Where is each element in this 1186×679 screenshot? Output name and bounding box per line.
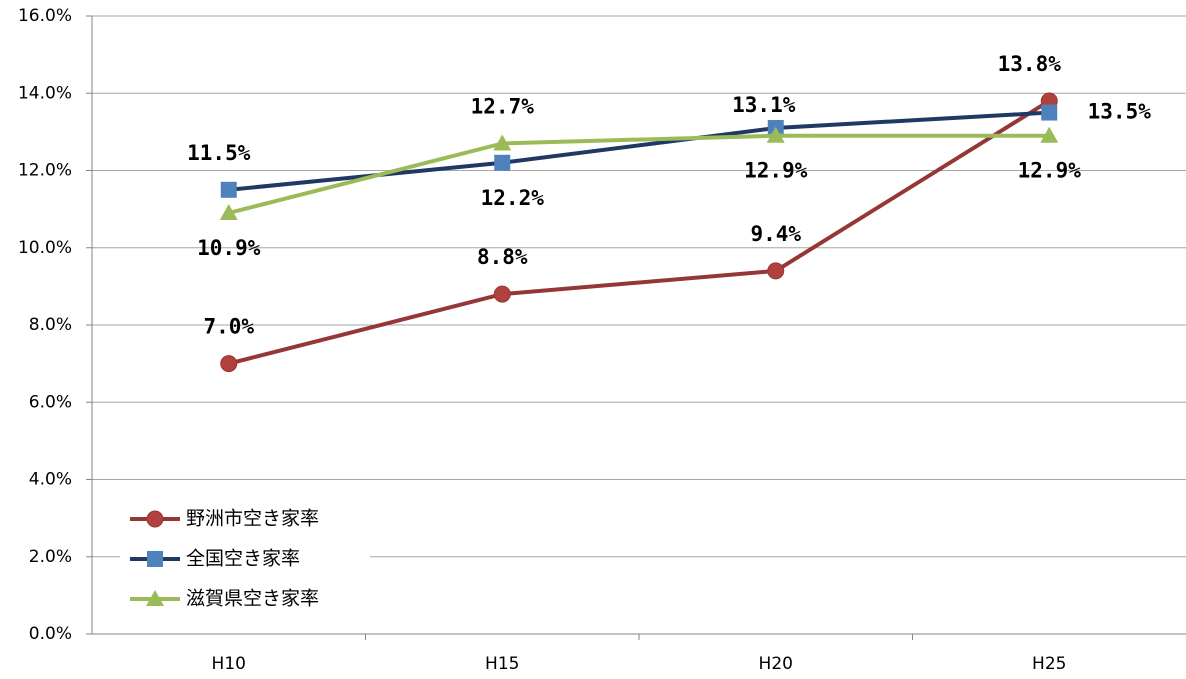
data-point <box>494 154 511 171</box>
x-tick-label: H10 <box>212 654 246 674</box>
data-label: 12.2% <box>481 186 545 210</box>
data-point <box>220 355 238 373</box>
y-tick-label: 14.0% <box>18 83 72 103</box>
data-point <box>767 262 785 280</box>
y-tick-label: 12.0% <box>18 161 72 181</box>
data-point <box>1040 126 1059 143</box>
data-point <box>766 126 785 143</box>
x-tick-label: H15 <box>485 654 519 674</box>
y-tick-label: 10.0% <box>18 238 72 258</box>
data-point <box>220 181 237 198</box>
data-label: 13.8% <box>998 52 1062 76</box>
legend-marker <box>146 590 164 606</box>
data-point <box>219 203 238 220</box>
legend-label: 全国空き家率 <box>186 548 300 570</box>
series-line <box>228 133 1050 215</box>
y-tick-label: 2.0% <box>29 547 72 567</box>
data-label: 13.5% <box>1088 100 1152 124</box>
data-label: 7.0% <box>203 315 254 339</box>
legend-label: 野洲市空き家率 <box>186 508 319 530</box>
data-label: 12.7% <box>471 94 535 118</box>
data-label: 12.9% <box>744 159 808 183</box>
y-tick-label: 6.0% <box>29 392 72 412</box>
series-line <box>228 99 1051 366</box>
y-tick-label: 0.0% <box>29 624 72 644</box>
data-label: 11.5% <box>187 141 251 165</box>
data-label: 9.4% <box>750 222 801 246</box>
data-label: 10.9% <box>197 236 261 260</box>
y-tick-label: 4.0% <box>29 470 72 490</box>
legend-marker <box>146 510 164 528</box>
x-tick-label: H20 <box>759 654 793 674</box>
legend-label: 滋賀県空き家率 <box>186 588 319 610</box>
legend-marker <box>147 551 163 567</box>
data-point <box>1041 104 1058 121</box>
data-point <box>493 134 512 151</box>
x-tick-label: H25 <box>1032 654 1066 674</box>
data-label: 12.9% <box>1018 159 1082 183</box>
data-point <box>493 285 511 303</box>
data-label: 13.1% <box>732 93 796 117</box>
data-label: 8.8% <box>477 245 528 269</box>
y-tick-label: 8.0% <box>29 315 72 335</box>
y-tick-label: 16.0% <box>18 6 72 26</box>
